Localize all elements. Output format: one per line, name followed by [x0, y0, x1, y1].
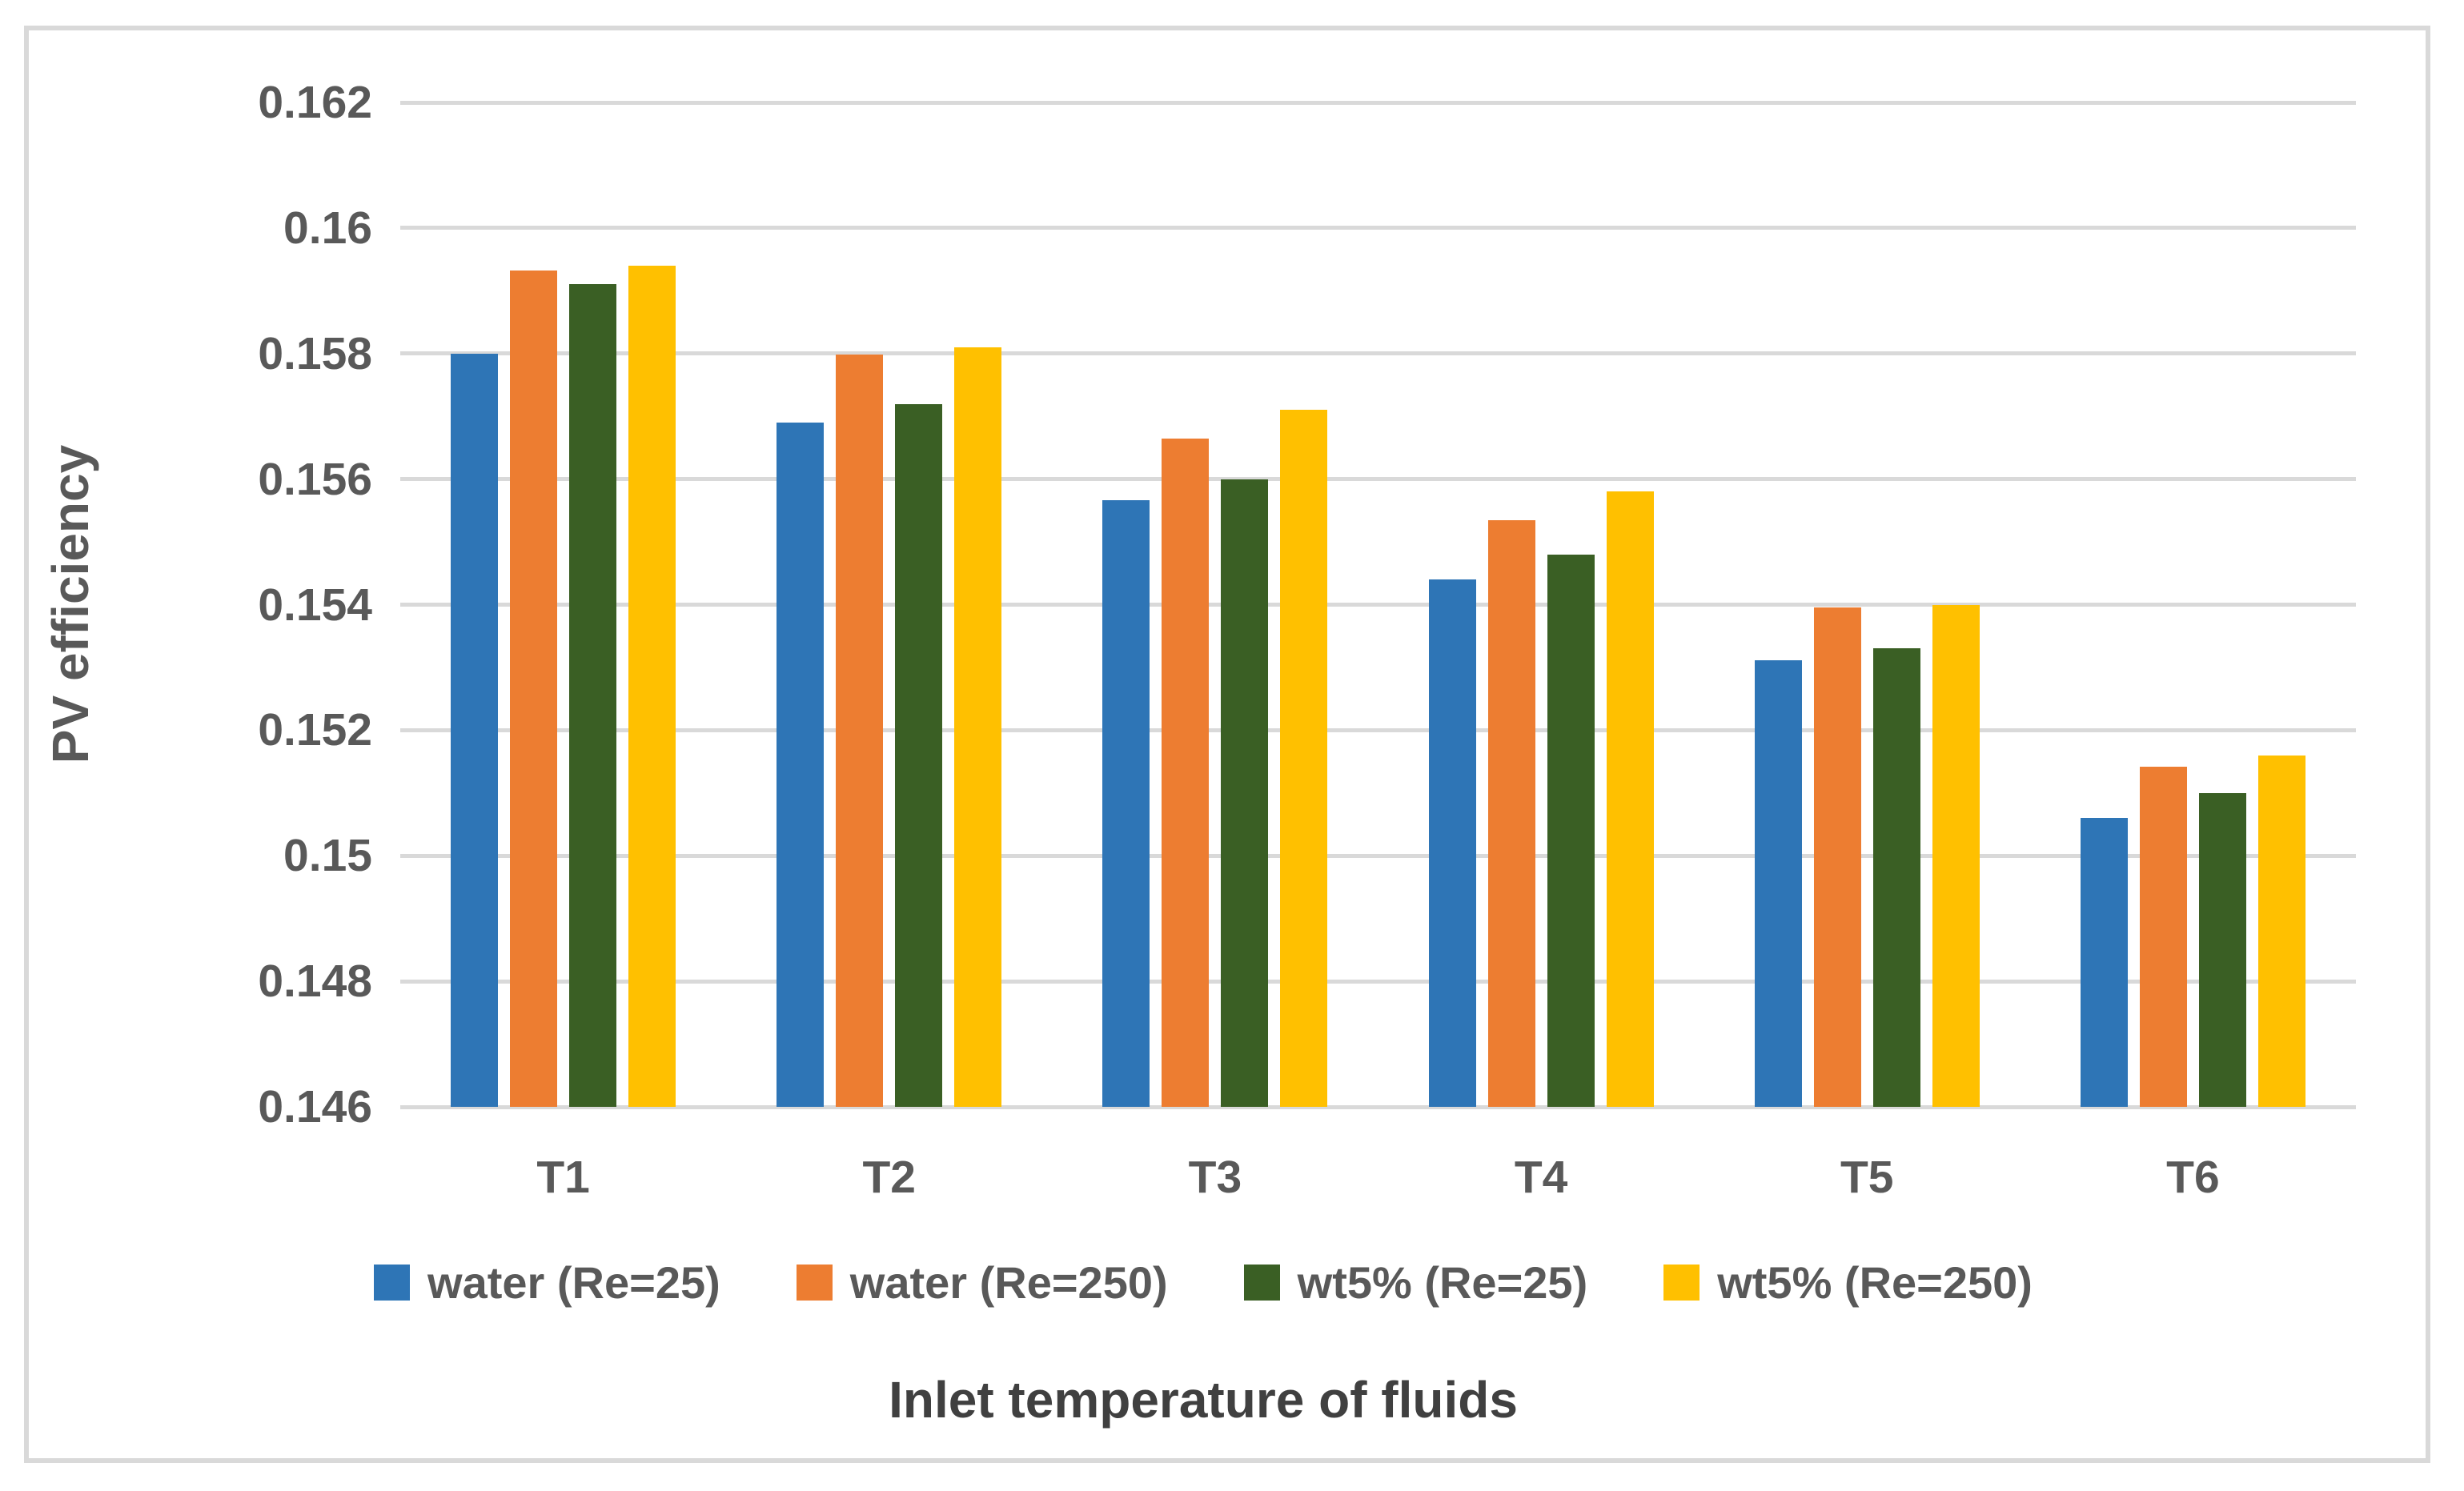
gridline [400, 727, 2356, 732]
gridline [400, 351, 2356, 356]
x-axis-category-label: T3 [1188, 1152, 1242, 1203]
chart-legend: water (Re=25) water (Re=250) wt5% (Re=25) w… [0, 1257, 2406, 1309]
y-axis-tick-label: 0.154 [258, 579, 372, 631]
x-axis-category-label: T2 [862, 1152, 917, 1203]
legend-label: wt5% (Re=250) [1717, 1257, 2033, 1308]
y-axis-tick-label: 0.148 [258, 956, 372, 1008]
legend-item-2: wt5% (Re=25) [1243, 1257, 1588, 1309]
legend-swatch-icon [374, 1265, 411, 1301]
legend-item-0: water (Re=25) [374, 1257, 720, 1309]
bar-T5-series-2 [1872, 648, 1920, 1107]
y-axis-tick-label: 0.146 [258, 1081, 372, 1132]
legend-swatch-icon [1663, 1265, 1700, 1301]
legend-label: water (Re=250) [849, 1257, 1168, 1308]
x-axis-title: Inlet temperature of fluids [889, 1371, 1518, 1429]
y-axis-tick-label: 0.156 [258, 453, 372, 505]
bar-T1-series-0 [451, 353, 499, 1107]
x-axis-category-label: T1 [536, 1152, 590, 1203]
bar-T5-series-3 [1932, 604, 1980, 1107]
y-axis-title: PV efficiency [42, 444, 99, 764]
bar-T6-series-2 [2198, 792, 2246, 1107]
bar-T6-series-1 [2139, 766, 2187, 1107]
gridline [400, 979, 2356, 984]
bar-T4-series-1 [1487, 519, 1535, 1107]
bar-T4-series-0 [1428, 579, 1476, 1107]
y-axis-tick-label: 0.162 [258, 77, 372, 128]
bar-T4-series-3 [1606, 491, 1654, 1107]
gridline [400, 603, 2356, 607]
legend-swatch-icon [796, 1265, 833, 1301]
bar-T2-series-2 [895, 403, 943, 1107]
bar-T3-series-3 [1280, 410, 1328, 1107]
bar-T5-series-1 [1813, 607, 1861, 1107]
bar-T1-series-1 [510, 271, 558, 1107]
x-axis-category-label: T5 [1840, 1152, 1894, 1203]
legend-item-3: wt5% (Re=250) [1663, 1257, 2033, 1309]
bar-T1-series-3 [628, 265, 676, 1107]
y-axis-tick-label: 0.158 [258, 327, 372, 379]
y-axis-tick-label: 0.16 [283, 202, 372, 254]
y-axis-tick-label: 0.152 [258, 704, 372, 756]
legend-label: wt5% (Re=25) [1297, 1257, 1588, 1308]
bar-T5-series-0 [1754, 659, 1802, 1107]
y-axis-tick-label: 0.15 [283, 830, 372, 882]
x-axis-category-label: T6 [2166, 1152, 2220, 1203]
bar-T1-series-2 [569, 284, 617, 1107]
bar-T3-series-2 [1221, 479, 1269, 1107]
gridline [400, 477, 2356, 482]
bar-T4-series-2 [1547, 554, 1595, 1107]
legend-item-1: water (Re=250) [796, 1257, 1168, 1309]
gridline [400, 100, 2356, 105]
bar-T3-series-1 [1162, 438, 1210, 1107]
bar-T2-series-0 [777, 423, 825, 1107]
legend-swatch-icon [1243, 1265, 1280, 1301]
bar-T3-series-0 [1102, 499, 1150, 1107]
x-axis-category-label: T4 [1514, 1152, 1568, 1203]
bar-T2-series-1 [836, 355, 884, 1107]
legend-label: water (Re=25) [427, 1257, 720, 1308]
bar-T2-series-3 [954, 347, 1002, 1107]
gridline [400, 1104, 2356, 1109]
bar-T6-series-3 [2257, 755, 2305, 1107]
bar-T6-series-0 [2080, 818, 2128, 1107]
gridline [400, 853, 2356, 858]
gridline [400, 226, 2356, 230]
